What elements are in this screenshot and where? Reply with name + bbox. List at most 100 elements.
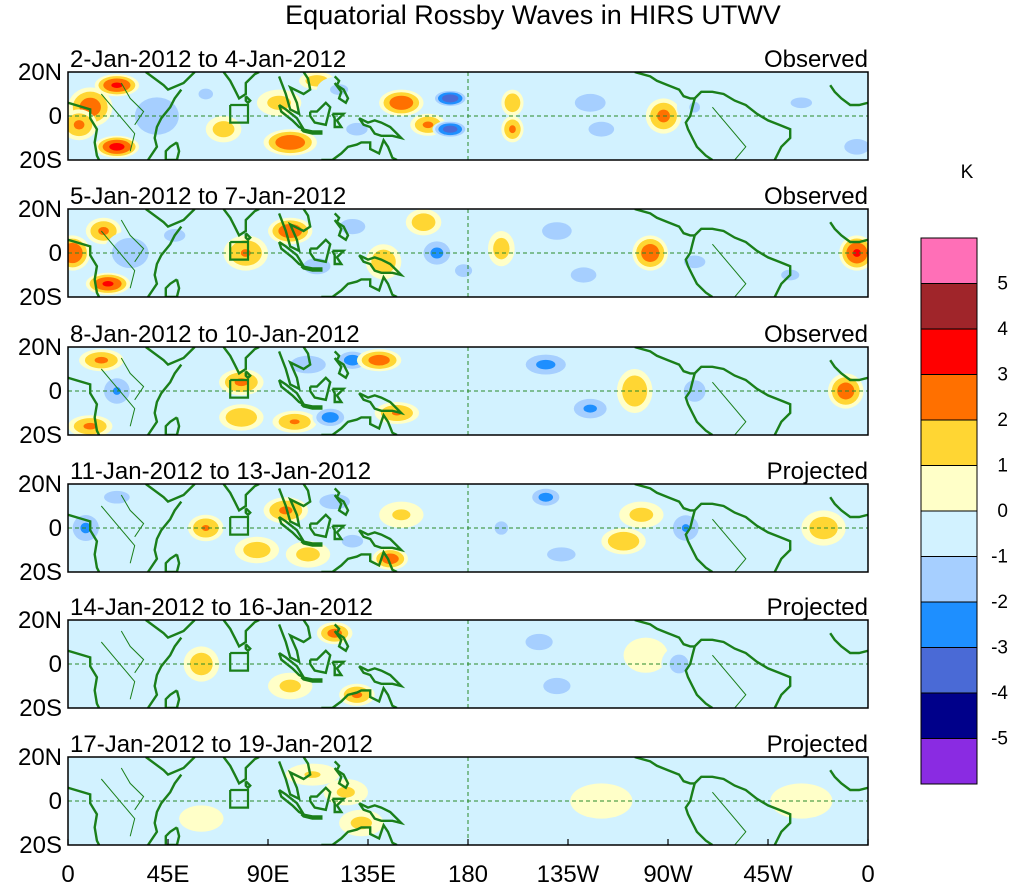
panel-type: Projected (767, 458, 868, 485)
coastline-central-america (634, 757, 695, 785)
contour-blob (346, 122, 368, 136)
coastline-java (300, 128, 323, 135)
coastline-philippines (333, 760, 350, 790)
coastline-sri-lanka (244, 643, 252, 653)
panel-frame (67, 208, 869, 298)
contour-blob (852, 249, 861, 257)
contour-blob (212, 121, 235, 138)
border-africa-int-1 (100, 778, 136, 837)
panel-frame (67, 71, 869, 161)
border-africa-int-2 (120, 219, 145, 263)
coastline-gulf-of-guinea (829, 84, 868, 107)
y-tick-label: 20S (19, 695, 62, 722)
coastline-south-america-west (684, 235, 714, 297)
coastline-india (222, 757, 260, 786)
contour-blob (622, 375, 648, 407)
contour-blob (508, 809, 562, 837)
contour-blob (296, 547, 320, 562)
y-tick-label: 20S (19, 284, 62, 311)
coastlines (68, 72, 868, 160)
panel-2: 20N 0 20S 5-Jan-2012 to 7-Jan-2012 Observed (18, 183, 869, 311)
coastline-south-america (693, 775, 792, 845)
contour-blob (290, 355, 326, 374)
contour-blob (68, 242, 83, 264)
contour-blob (574, 93, 606, 112)
contour-blob (112, 387, 121, 395)
colorbar-swatch (920, 556, 978, 603)
x-axis-ticks: 0 45E 90E 135E 180 135W 90W 45W 0 (61, 839, 875, 888)
coastline-africa-east-coast (147, 88, 183, 160)
x-tick-label: 180 (448, 861, 488, 888)
contour-blob (111, 237, 149, 269)
border-africa-int-2 (120, 357, 145, 401)
contour-blob (712, 501, 757, 528)
coastline-box (229, 515, 250, 536)
coastline-south-america (693, 227, 792, 297)
contour-blob (809, 516, 838, 540)
coastline-south-america (693, 638, 792, 708)
y-tick-label: 0 (49, 651, 62, 678)
coastline-central-america (634, 72, 695, 100)
border-africa-int-2 (120, 494, 145, 538)
border-africa-int-1 (100, 368, 136, 427)
colorbar-label: 1 (997, 456, 1008, 477)
coastline-central-america (634, 620, 695, 648)
contour-blob (579, 683, 624, 706)
coastline-africa-coast (68, 513, 101, 572)
panel-period: 5-Jan-2012 to 7-Jan-2012 (70, 183, 346, 210)
contour-blob (494, 521, 509, 535)
contour-blob (125, 770, 188, 806)
coastline-sri-lanka (244, 370, 252, 380)
coastline-arabia (145, 484, 196, 504)
contour-blob (712, 399, 757, 427)
coastline-africa-east-coast (147, 225, 183, 297)
contour-blob (430, 247, 444, 259)
colorbar-label: -5 (991, 729, 1008, 750)
contour-blob (525, 633, 553, 651)
coastline-gulf-of-guinea (829, 221, 868, 244)
contour-blob (73, 120, 85, 130)
coastline-australia (321, 822, 398, 845)
contour-blob (422, 121, 434, 129)
contour-blob (321, 412, 339, 423)
y-tick-label: 0 (49, 788, 62, 815)
colorbar-label: -2 (991, 592, 1008, 613)
y-tick-label: 0 (49, 515, 62, 542)
contour-blob (455, 264, 473, 277)
coastline-indochina (277, 620, 312, 664)
border-africa-int-2 (120, 630, 145, 674)
border-africa-int-1 (100, 230, 136, 289)
coastline-new-guinea (358, 529, 406, 553)
panel-period: 17-Jan-2012 to 19-Jan-2012 (70, 731, 373, 758)
colorbar-swatch (920, 647, 978, 694)
panel-period: 8-Jan-2012 to 10-Jan-2012 (70, 321, 360, 348)
x-tick-label: 90E (247, 861, 290, 888)
contour-blob (442, 94, 459, 103)
contour-blob (411, 213, 436, 231)
contour-blob (538, 492, 554, 502)
contour-blob (102, 281, 114, 287)
y-tick-label: 20N (18, 334, 62, 361)
x-tick-label: 0 (861, 861, 874, 888)
contour-blob (134, 97, 179, 135)
colorbar-label: 2 (997, 410, 1008, 431)
coastline-sumatra (277, 378, 307, 408)
coastline-sri-lanka (244, 232, 252, 242)
contour-blob (542, 222, 572, 240)
anomaly-field (125, 763, 833, 837)
coastline-africa-coast (68, 376, 101, 435)
contour-blob (134, 532, 180, 559)
contour-blob (392, 509, 411, 521)
coastline-gulf-of-guinea (829, 359, 868, 382)
contour-blob (844, 139, 868, 155)
y-tick-label: 0 (49, 240, 62, 267)
coastline-arabia (145, 347, 196, 367)
colorbar-swatch (920, 692, 978, 739)
coastline-java (300, 403, 323, 410)
coastline-indochina (277, 757, 312, 801)
colorbar-swatch (920, 283, 978, 330)
coastline-sumatra (277, 788, 307, 818)
border-africa-int-1 (100, 641, 136, 700)
coastline-india (222, 209, 260, 238)
contour-blob (201, 525, 210, 531)
